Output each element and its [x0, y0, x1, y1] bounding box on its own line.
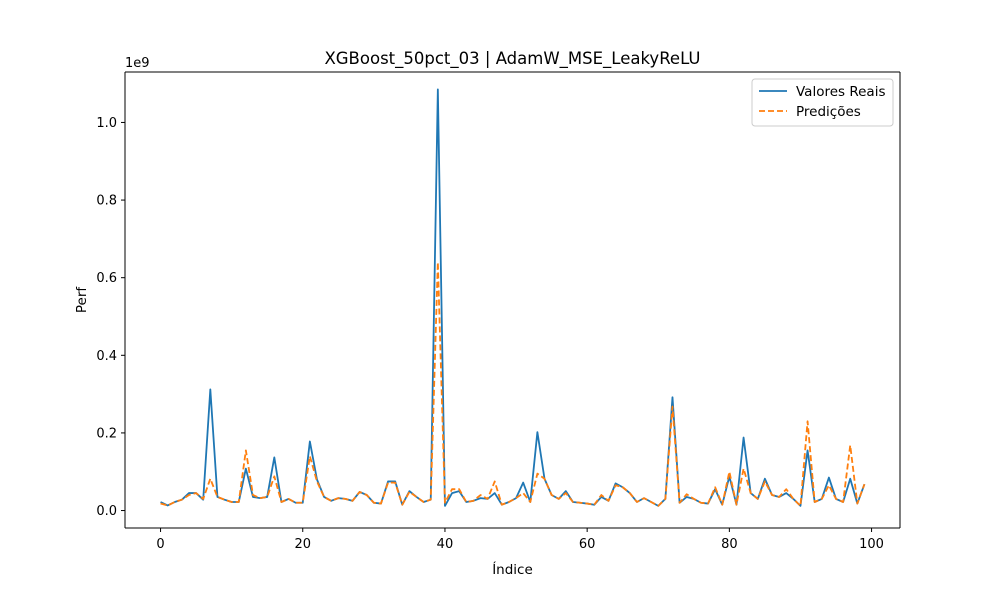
y-tick-label: 0.8: [96, 194, 117, 209]
plot-area: [125, 72, 900, 528]
y-axis-label: Perf: [74, 286, 90, 314]
y-axis-offset-label: 1e9: [125, 56, 150, 71]
legend-label-valores-reais: Valores Reais: [796, 84, 886, 100]
legend-box: [751, 78, 894, 127]
series-line-predicoes: [160, 261, 866, 507]
y-tick-label: 0.4: [96, 349, 117, 364]
series-layer: [160, 88, 866, 507]
x-axis-ticks: 0 20 40 60 80 100: [156, 528, 884, 552]
x-tick-label: 0: [156, 537, 164, 552]
x-tick-label: 20: [294, 537, 311, 552]
legend-label-predicoes: Predições: [796, 104, 861, 120]
chart-title: XGBoost_50pct_03 | AdamW_MSE_LeakyReLU: [324, 49, 700, 69]
y-tick-label: 0.6: [96, 271, 117, 286]
y-tick-label: 0.0: [96, 504, 117, 519]
y-tick-label: 1.0: [96, 116, 117, 131]
x-axis-label: Índice: [492, 561, 533, 578]
y-tick-label: 0.2: [96, 426, 117, 441]
axes-frame: [124, 71, 901, 529]
y-axis-ticks: 0.0 0.2 0.4 0.6 0.8 1.0: [96, 116, 125, 519]
legend: Valores Reais Predições: [751, 78, 894, 127]
x-tick-label: 100: [859, 537, 884, 552]
x-tick-label: 60: [579, 537, 596, 552]
x-tick-label: 80: [721, 537, 738, 552]
x-tick-label: 40: [437, 537, 454, 552]
